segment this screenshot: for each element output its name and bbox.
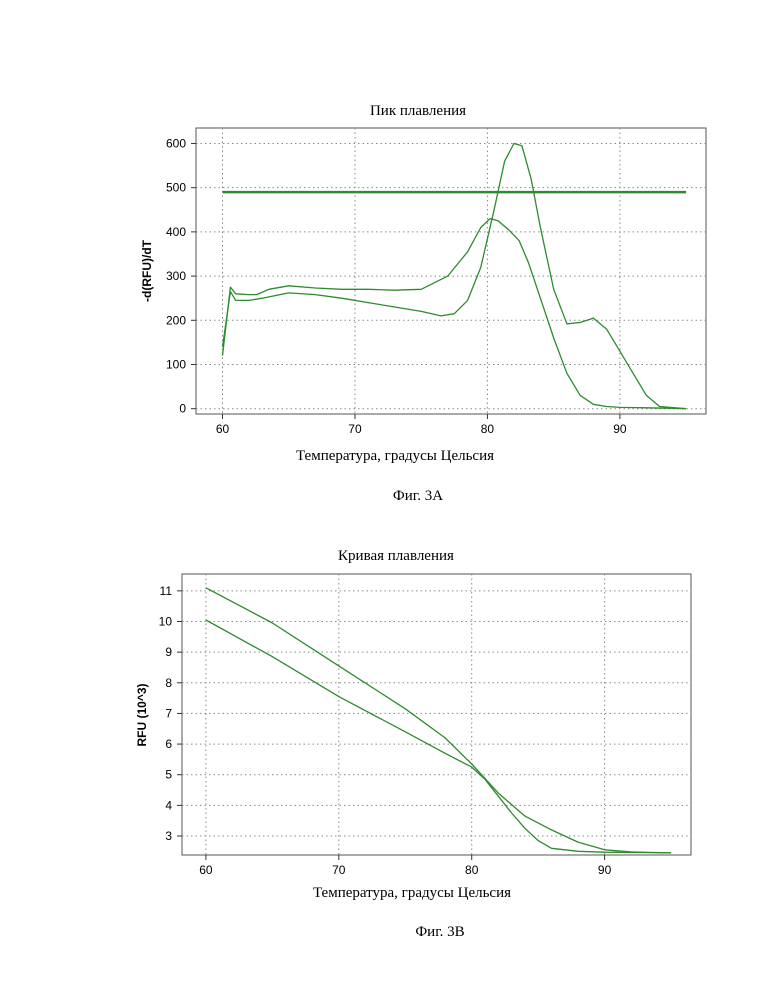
chart-a-caption: Фиг. 3А [393,488,443,504]
chart-a-x-axis-label: Температура, градусы Цельсия [296,448,494,464]
b-y-tick-label: 7 [165,706,172,720]
chart-b-series [206,588,671,853]
b-y-tick-label: 8 [165,676,172,690]
b-series-line-2 [206,620,671,853]
b-y-tick-label: 9 [165,645,172,659]
chart-b-caption: Фиг. 3В [415,924,464,940]
b-x-tick-label: 90 [598,863,612,877]
a-x-tick-label: 90 [613,422,627,436]
chart-a-frame [196,128,706,414]
figure-canvas: Пик плавления 60708090010020030040050060… [0,0,780,999]
chart-a-ticks: 60 70 80 90 0 100 200 300 400 500 600 [166,136,627,436]
chart-a-title: Пик плавления [370,103,466,119]
chart-melt-peak: Пик плавления 60708090010020030040050060… [140,103,706,504]
a-x-tick-label: 70 [348,422,362,436]
a-y-tick-label: 300 [166,269,186,283]
chart-b-title: Кривая плавления [338,548,454,564]
a-x-tick-label: 80 [481,422,495,436]
b-y-tick-label: 6 [165,737,172,751]
chart-melt-curve: Кривая плавления 60 70 80 90 3 4 5 6 7 8 9 10 11 RFU… [135,548,691,940]
chart-b-ticks: 60 70 80 90 3 4 5 6 7 8 9 10 11 [159,584,612,877]
a-y-tick-label: 0 [179,402,186,416]
b-y-tick-label: 3 [165,829,172,843]
b-series-line-1 [206,588,671,853]
a-x-tick-label: 60 [216,422,230,436]
chart-b-y-axis-label: RFU (10^3) [135,683,149,746]
a-y-tick-label: 200 [166,313,186,327]
b-x-tick-label: 70 [332,863,346,877]
a-series-line-2 [223,144,687,409]
b-x-tick-label: 80 [465,863,479,877]
b-x-tick-label: 60 [199,863,213,877]
b-y-tick-label: 10 [159,614,173,628]
b-y-tick-label: 4 [165,798,172,812]
a-y-tick-label: 100 [166,357,186,371]
chart-b-x-axis-label: Температура, градусы Цельсия [313,885,511,901]
a-y-tick-label: 600 [166,136,186,150]
chart-a-y-axis-label: -d(RFU)/dT [140,239,154,302]
a-y-tick-label: 500 [166,181,186,195]
chart-a-grid [196,128,706,414]
b-y-tick-label: 5 [165,768,172,782]
a-y-tick-label: 400 [166,225,186,239]
b-y-tick-label: 11 [160,584,173,598]
chart-a-series [223,144,687,409]
